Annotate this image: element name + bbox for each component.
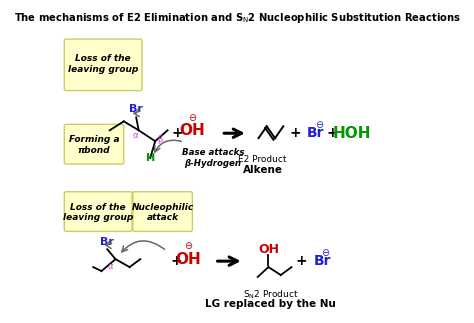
Text: Br: Br (100, 237, 114, 247)
FancyBboxPatch shape (64, 124, 124, 164)
Text: LG replaced by the Nu: LG replaced by the Nu (205, 299, 337, 309)
Text: +: + (290, 126, 301, 140)
Text: H: H (146, 153, 155, 163)
Text: α: α (108, 262, 113, 271)
Text: ⊖: ⊖ (188, 113, 196, 123)
Text: ⊖: ⊖ (315, 120, 323, 130)
Text: HOH: HOH (333, 126, 371, 141)
Text: Alkene: Alkene (243, 165, 283, 175)
Text: +: + (172, 126, 183, 140)
Text: +: + (170, 254, 182, 268)
Text: ⊖: ⊖ (321, 248, 329, 258)
FancyBboxPatch shape (64, 39, 142, 91)
Text: Br: Br (307, 126, 325, 140)
Text: E2 Product: E2 Product (238, 155, 287, 164)
FancyBboxPatch shape (64, 192, 132, 231)
Text: The mechanisms of E2 Elimination and S$_\mathrm{N}$2 Nucleophilic Substitution R: The mechanisms of E2 Elimination and S$_… (14, 11, 460, 25)
Text: Br: Br (314, 254, 331, 268)
Text: S$_\mathrm{N}$2 Product: S$_\mathrm{N}$2 Product (243, 289, 299, 301)
Text: OH: OH (175, 252, 201, 267)
Text: Forming a
πbond: Forming a πbond (69, 135, 119, 155)
FancyBboxPatch shape (133, 192, 192, 231)
Text: Nucleophilic
attack: Nucleophilic attack (131, 203, 194, 222)
Text: α: α (133, 131, 138, 140)
Text: β: β (157, 135, 163, 144)
Text: Loss of the
leaving group: Loss of the leaving group (68, 54, 138, 74)
Text: ⊖: ⊖ (184, 241, 192, 251)
Text: +: + (296, 254, 307, 268)
Text: Loss of the
leaving group: Loss of the leaving group (63, 203, 133, 222)
Text: +: + (326, 126, 338, 140)
Text: Base attacks
β-Hydrogen: Base attacks β-Hydrogen (182, 148, 244, 168)
Text: OH: OH (180, 123, 205, 138)
Text: OH: OH (258, 243, 279, 256)
Text: Br: Br (129, 104, 143, 114)
